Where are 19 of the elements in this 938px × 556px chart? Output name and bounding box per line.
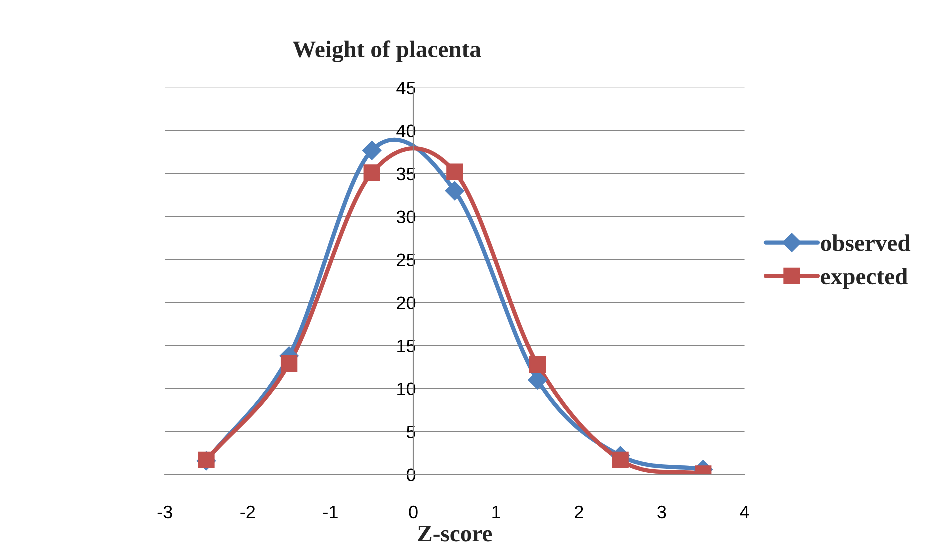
chart-title: Weight of placenta (292, 40, 482, 63)
x-tick-label: 2 (575, 506, 584, 518)
point (612, 452, 629, 469)
x-tick-label: 1 (492, 506, 500, 518)
x-tick-label: -2 (240, 506, 256, 518)
x-tick-label: 3 (658, 506, 666, 519)
x-tick-label: 4 (740, 506, 750, 518)
point (446, 164, 464, 180)
point (529, 356, 546, 374)
point (280, 356, 298, 372)
legend-label: observed (821, 234, 911, 252)
y-tick-label: 45 (396, 82, 416, 95)
point (362, 141, 382, 160)
x-axis-title: Z-score (418, 526, 492, 542)
point (445, 182, 464, 201)
legend-label: expected (821, 268, 908, 290)
x-tick-label: -1 (323, 506, 338, 518)
point (364, 164, 380, 182)
x-tick-label: -3 (158, 506, 172, 519)
